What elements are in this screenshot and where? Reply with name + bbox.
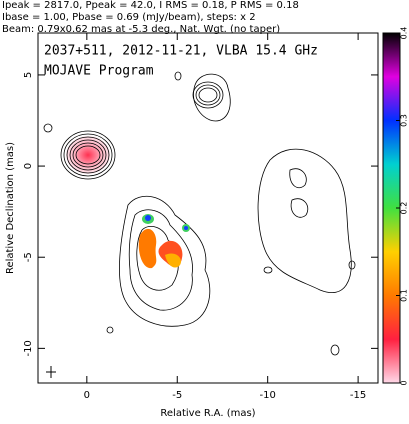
contours — [43, 71, 356, 378]
chart-subtitle: MOJAVE Program — [44, 64, 154, 79]
colorbar-tick-label: 0.3 — [400, 114, 409, 127]
colorbar-tick-label: 0.1 — [400, 289, 409, 302]
chart-title: 2037+511, 2012-11-21, VLBA 15.4 GHz — [44, 44, 318, 59]
y-tick-label: -10 — [23, 340, 34, 356]
x-tick-label: -10 — [260, 390, 276, 401]
header-line: Ipeak = 2817.0, Ppeak = 42.0, I RMS = 0.… — [2, 0, 299, 11]
header-line: Ibase = 1.00, Pbase = 0.69 (mJy/beam), s… — [2, 12, 256, 23]
x-tick-label: -15 — [350, 390, 366, 401]
plot-frame — [37, 32, 379, 384]
y-axis-label: Relative Declination (mas) — [5, 142, 16, 274]
colorbar-tick-label: 0.2 — [400, 202, 409, 215]
colorbar-tick-label: 0.4 — [400, 27, 409, 40]
y-tick-label: -5 — [23, 252, 34, 262]
y-tick-label: 0 — [23, 163, 34, 169]
colorbar-tick-label: 0 — [400, 380, 409, 385]
x-axis-label: Relative R.A. (mas) — [160, 408, 255, 419]
y-tick-label: 5 — [23, 72, 34, 78]
x-tick-label: -5 — [172, 390, 182, 401]
header-line: Beam: 0.79x0.62 mas at -5.3 deg., Nat. W… — [2, 24, 280, 35]
x-tick-label: 0 — [84, 390, 90, 401]
